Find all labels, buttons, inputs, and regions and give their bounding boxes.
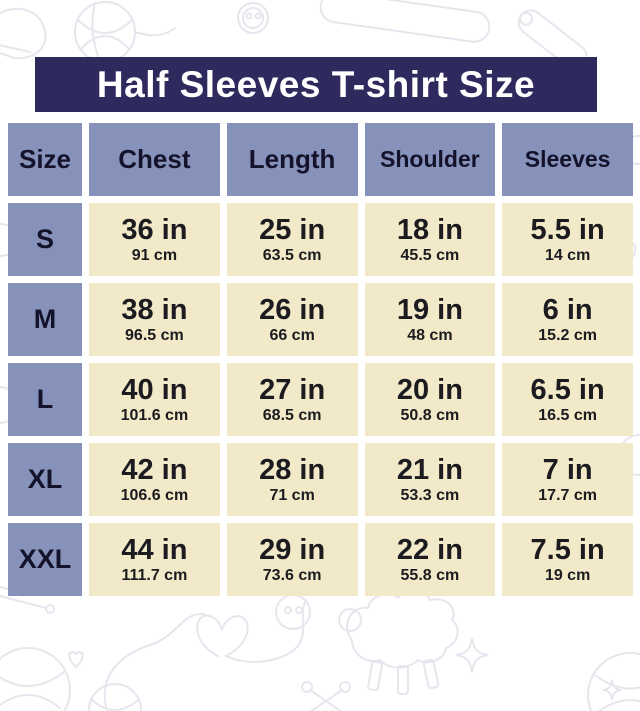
yarn-ball-icon (74, 1, 176, 63)
value-inches: 5.5 in (530, 214, 605, 247)
size-table: Size Chest Length Shoulder Sleeves S 36 … (8, 123, 633, 596)
sheep-icon (338, 590, 459, 695)
value-cm: 68.5 cm (262, 406, 322, 424)
cell-l-sleeves: 6.5 in 16.5 cm (502, 363, 633, 436)
cell-l-shoulder: 20 in 50.8 cm (364, 363, 496, 436)
value-inches: 20 in (396, 374, 463, 407)
cell-xxl-length: 29 in 73.6 cm (226, 523, 358, 596)
value-inches: 22 in (396, 534, 463, 567)
cell-xxl-shoulder: 22 in 55.8 cm (364, 523, 496, 596)
button-icon (237, 2, 269, 34)
value-inches: 18 in (396, 214, 463, 247)
value-inches: 44 in (121, 534, 188, 567)
value-cm: 101.6 cm (120, 406, 189, 424)
value-inches: 28 in (259, 454, 326, 487)
value-cm: 73.6 cm (262, 566, 322, 584)
value-inches: 42 in (121, 454, 188, 487)
cell-s-chest: 36 in 91 cm (89, 203, 220, 276)
value-inches: 27 in (259, 374, 326, 407)
cell-xl-sleeves: 7 in 17.7 cm (502, 443, 633, 516)
value-cm: 106.6 cm (120, 486, 189, 504)
cell-s-shoulder: 18 in 45.5 cm (364, 203, 496, 276)
cell-xxl-chest: 44 in 111.7 cm (89, 523, 220, 596)
value-inches: 21 in (396, 454, 463, 487)
row-label-xl: XL (8, 443, 82, 516)
column-header-sleeves: Sleeves (502, 123, 633, 196)
value-cm: 91 cm (131, 246, 178, 264)
value-inches: 19 in (396, 294, 463, 327)
column-header-shoulder: Shoulder (364, 123, 496, 196)
value-cm: 45.5 cm (400, 246, 460, 264)
value-cm: 14 cm (544, 246, 591, 264)
column-header-size: Size (8, 123, 82, 196)
value-inches: 7.5 in (530, 534, 605, 567)
value-cm: 19 cm (544, 566, 591, 584)
row-label-xxl: XXL (8, 523, 82, 596)
row-label-s: S (8, 203, 82, 276)
value-cm: 17.7 cm (538, 486, 597, 504)
cell-xxl-sleeves: 7.5 in 19 cm (502, 523, 633, 596)
value-inches: 6.5 in (530, 374, 605, 407)
title-banner: Half Sleeves T-shirt Size (35, 57, 597, 112)
yarn-ball-icon (0, 647, 640, 711)
cell-s-sleeves: 5.5 in 14 cm (502, 203, 633, 276)
cell-m-length: 26 in 66 cm (226, 283, 358, 356)
value-cm: 71 cm (269, 486, 315, 504)
value-inches: 6 in (542, 294, 593, 327)
cell-m-shoulder: 19 in 48 cm (364, 283, 496, 356)
row-label-l: L (8, 363, 82, 436)
column-header-length: Length (226, 123, 358, 196)
value-inches: 26 in (259, 294, 326, 327)
value-cm: 15.2 cm (538, 326, 597, 344)
value-cm: 55.8 cm (400, 566, 460, 584)
cell-xl-chest: 42 in 106.6 cm (89, 443, 220, 516)
value-cm: 16.5 cm (538, 406, 597, 424)
knitting-needle-icon (319, 0, 491, 43)
row-label-m: M (8, 283, 82, 356)
cell-xl-shoulder: 21 in 53.3 cm (364, 443, 496, 516)
cell-l-chest: 40 in 101.6 cm (89, 363, 220, 436)
cell-xl-length: 28 in 71 cm (226, 443, 358, 516)
value-cm: 50.8 cm (400, 406, 460, 424)
page-title: Half Sleeves T-shirt Size (96, 63, 536, 105)
value-cm: 111.7 cm (121, 566, 188, 584)
value-cm: 96.5 cm (125, 326, 184, 344)
column-header-chest: Chest (89, 123, 220, 196)
value-inches: 25 in (259, 214, 326, 247)
scissors-icon (301, 681, 351, 711)
button-icon (275, 594, 311, 630)
value-cm: 48 cm (407, 326, 453, 344)
cell-l-length: 27 in 68.5 cm (226, 363, 358, 436)
cell-m-chest: 38 in 96.5 cm (89, 283, 220, 356)
cell-m-sleeves: 6 in 15.2 cm (502, 283, 633, 356)
value-inches: 38 in (121, 294, 188, 327)
value-inches: 7 in (542, 454, 593, 487)
value-inches: 40 in (121, 374, 188, 407)
cell-s-length: 25 in 63.5 cm (226, 203, 358, 276)
value-cm: 66 cm (269, 326, 315, 344)
value-cm: 53.3 cm (400, 486, 460, 504)
value-cm: 63.5 cm (262, 246, 322, 264)
mitten-icon (0, 8, 47, 60)
value-inches: 36 in (121, 214, 188, 247)
sparkle-icon (455, 637, 622, 701)
value-inches: 29 in (259, 534, 326, 567)
